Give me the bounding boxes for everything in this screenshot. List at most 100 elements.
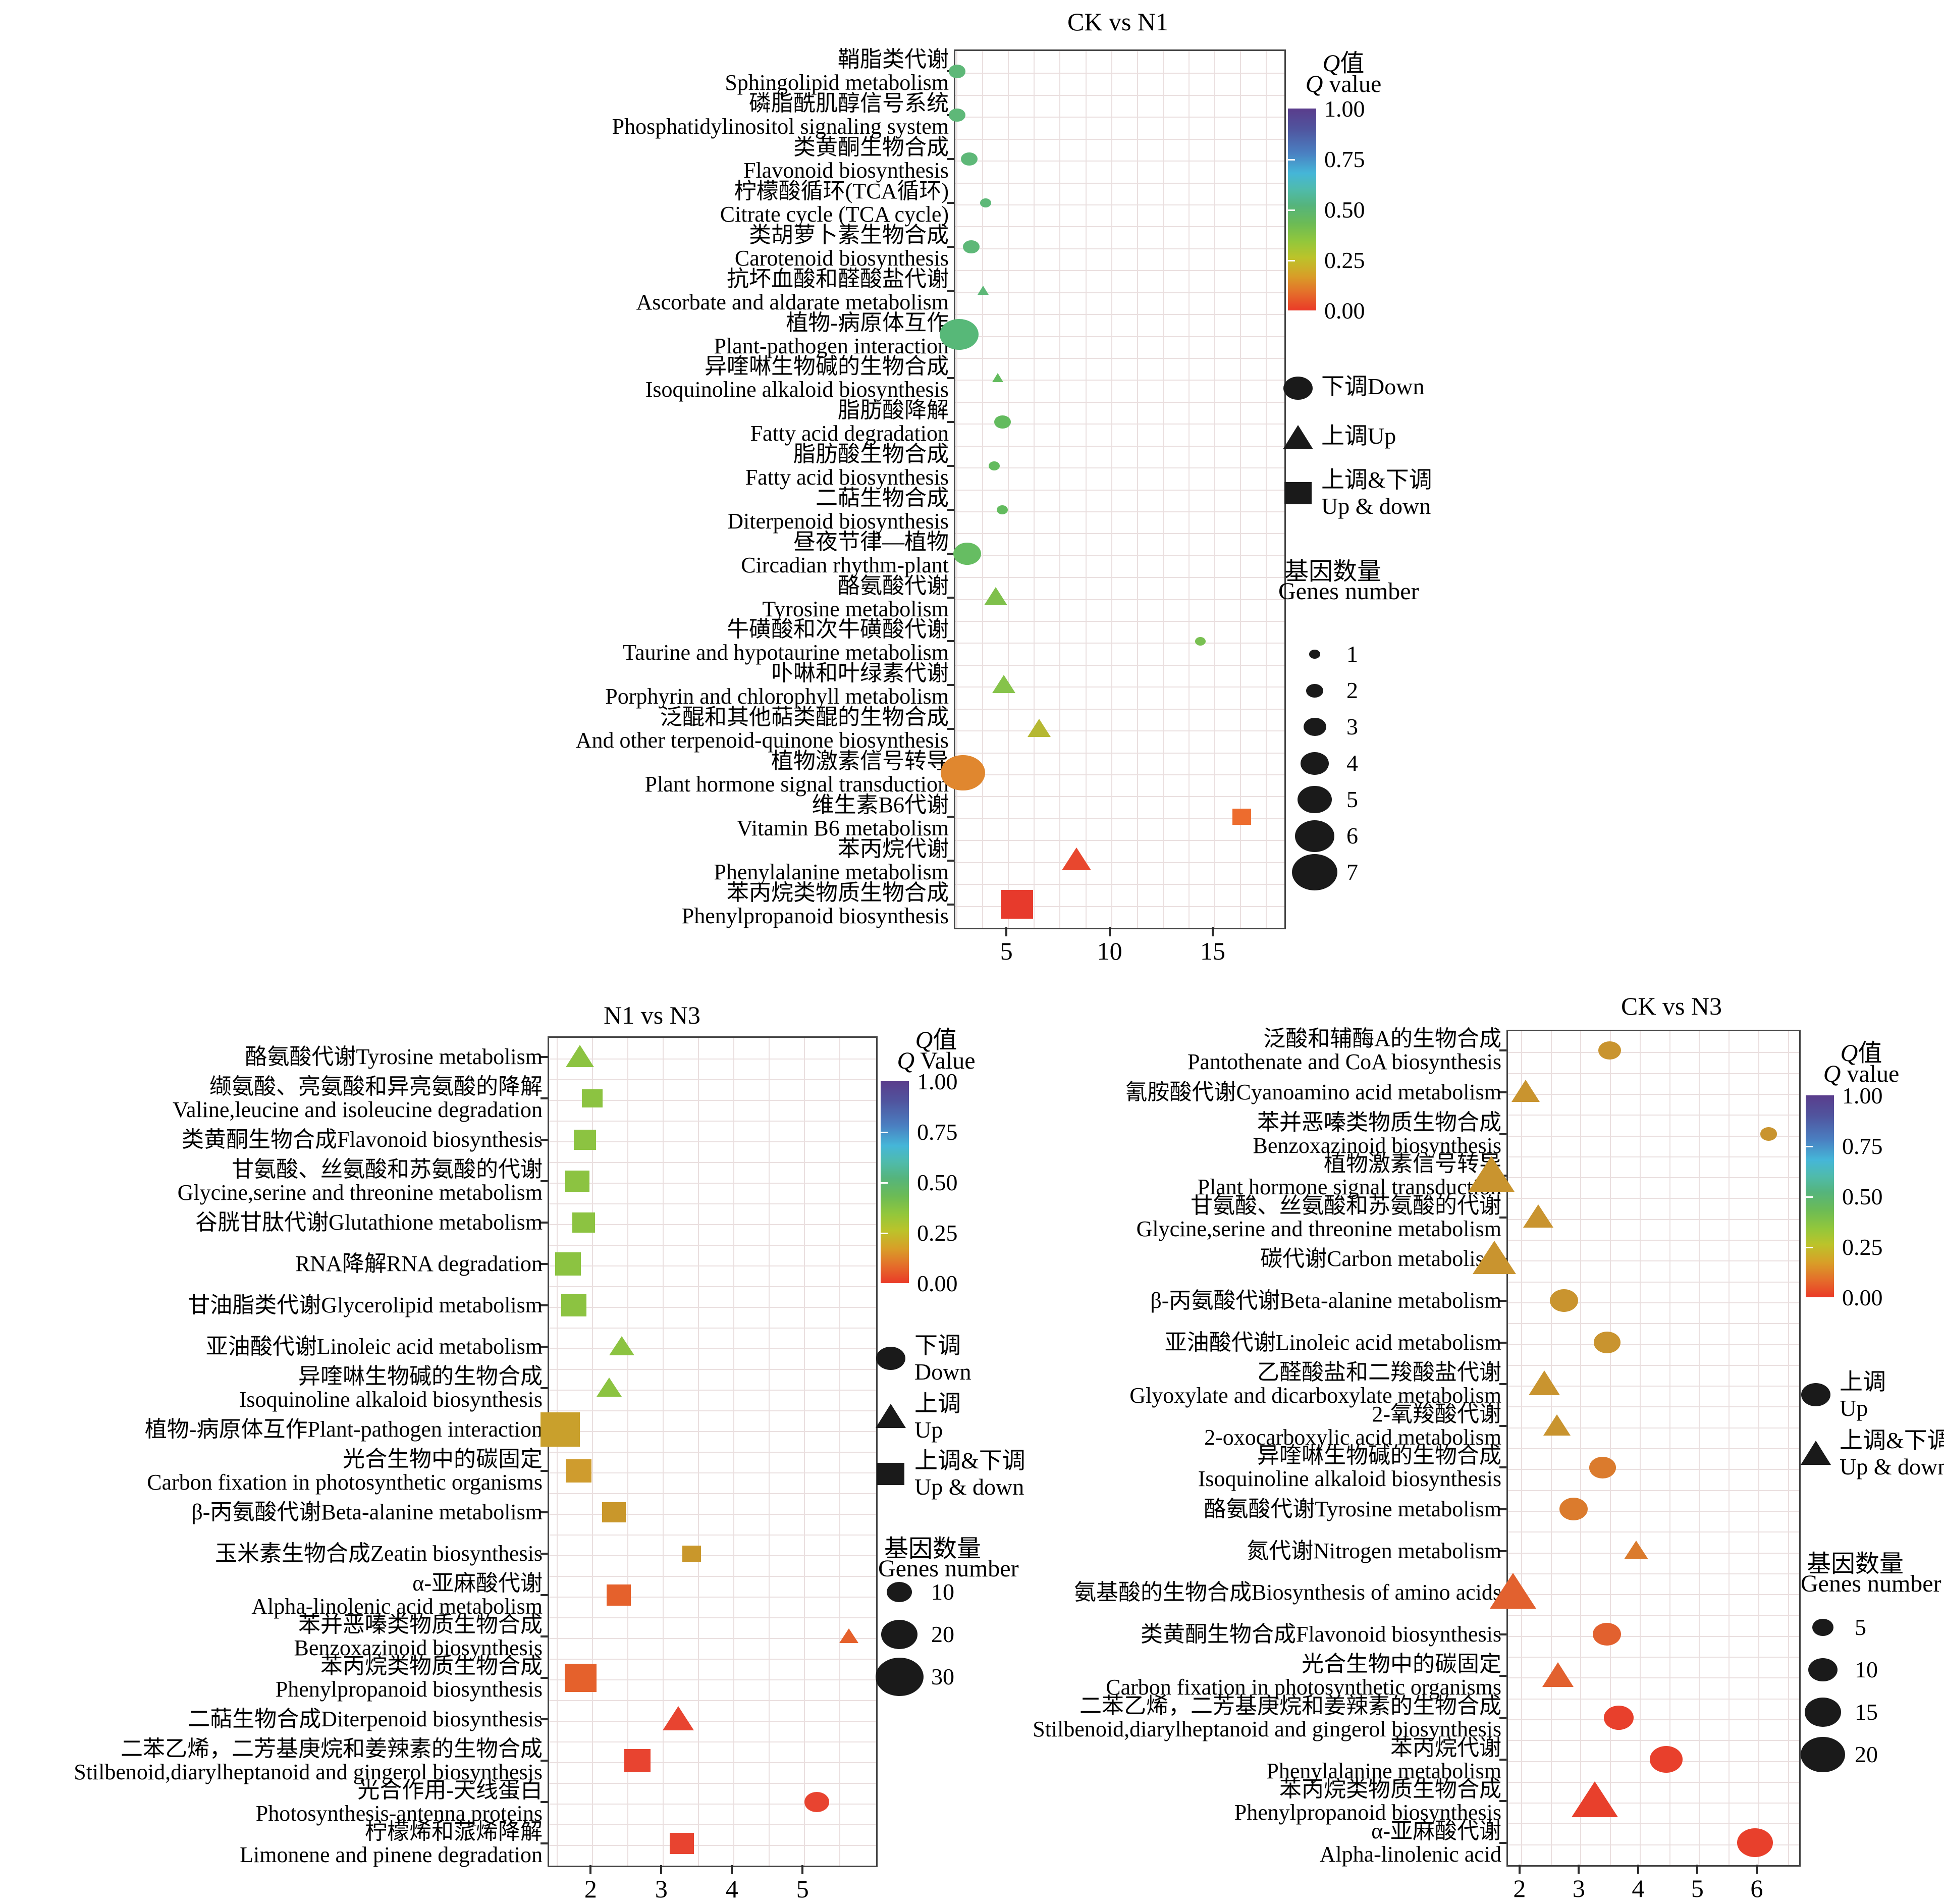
y-tick-mark — [541, 1594, 548, 1596]
legend-shape-label: 下调Down — [1321, 374, 1425, 399]
size-legend-label: 4 — [1346, 750, 1358, 776]
data-point-triangle — [609, 1336, 634, 1355]
gridline-horizontal — [955, 401, 1284, 403]
data-point-triangle — [1511, 1080, 1540, 1102]
x-tick-label: 3 — [655, 1875, 668, 1903]
y-tick-mark — [541, 1056, 548, 1058]
x-tick-label: 2 — [1513, 1874, 1526, 1902]
data-point-triangle — [596, 1377, 622, 1397]
data-point-triangle — [1624, 1541, 1649, 1560]
colorbar-tick-mark — [881, 1233, 888, 1234]
row-label: 玉米素生物合成Zeatin biosynthesis — [215, 1541, 543, 1566]
row-label: 亚油酸代谢Linoleic acid metabolism — [1164, 1330, 1501, 1355]
size-legend-label: 10 — [1855, 1657, 1878, 1682]
y-tick-mark — [541, 1387, 548, 1389]
row-label: 光合生物中的碳固定 Carbon fixation in photosynthet… — [147, 1447, 543, 1495]
row-label: 类黄酮生物合成Flavonoid biosynthesis — [1140, 1621, 1501, 1647]
y-tick-mark — [947, 859, 954, 862]
x-tick-label: 3 — [1572, 1874, 1585, 1902]
size-legend-label: 5 — [1346, 786, 1358, 812]
gridline-horizontal — [1508, 1803, 1799, 1804]
data-point-square — [565, 1170, 589, 1192]
gridline-horizontal — [1508, 1302, 1799, 1303]
gridline-horizontal — [955, 796, 1284, 798]
gridline-horizontal — [549, 1390, 876, 1391]
colorbar-tick-mark — [1288, 159, 1295, 161]
y-tick-mark — [541, 1346, 548, 1348]
colorbar-tick-label: 0.00 — [917, 1271, 958, 1296]
y-tick-mark — [541, 1635, 548, 1637]
data-point-triangle — [978, 285, 989, 295]
y-tick-mark — [947, 552, 954, 555]
gridline-horizontal — [955, 314, 1284, 315]
gridline-horizontal — [1508, 1677, 1799, 1679]
y-tick-mark — [541, 1718, 548, 1720]
gridline-horizontal — [955, 621, 1284, 622]
colorbar-title-en: Q value — [1823, 1061, 1900, 1087]
row-label: β-丙氨酸代谢Beta-alanine metabolism — [1150, 1288, 1501, 1313]
y-tick-mark — [541, 1511, 548, 1513]
colorbar-tick-label: 0.25 — [1324, 247, 1365, 273]
gridline-horizontal — [549, 1203, 876, 1204]
x-tick-label: 4 — [725, 1875, 738, 1903]
data-point-circle — [1594, 1332, 1621, 1353]
legend-down-circle-glyph — [1801, 1383, 1830, 1406]
gridline-horizontal — [955, 226, 1284, 228]
data-point-triangle — [1061, 848, 1091, 871]
y-tick-mark — [541, 1470, 548, 1472]
row-label: 亚油酸代谢Linoleic acid metabolism — [205, 1334, 543, 1359]
size-legend-circle-glyph — [1292, 854, 1337, 890]
gridline-horizontal — [955, 161, 1284, 162]
gridline-horizontal — [549, 1369, 876, 1370]
colorbar-tick-label: 1.00 — [1324, 96, 1365, 122]
x-tick-mark — [1108, 927, 1111, 936]
row-label: 苯丙烷类物质生物合成 Phenylpropanoid biosynthesis — [1234, 1777, 1501, 1825]
data-point-square — [572, 1212, 595, 1233]
gridline-horizontal — [549, 1535, 876, 1536]
size-legend-title-zh: 基因数量 — [884, 1536, 982, 1562]
gridline-horizontal — [955, 884, 1284, 885]
gridline-horizontal — [549, 1762, 876, 1763]
gridline-horizontal — [1508, 1427, 1799, 1429]
gridline-horizontal — [955, 599, 1284, 600]
gridline-horizontal — [1508, 1740, 1799, 1741]
data-point-circle — [953, 542, 981, 565]
y-tick-mark — [541, 1222, 548, 1224]
gridline-horizontal — [1508, 1344, 1799, 1345]
size-legend-label: 15 — [1855, 1699, 1878, 1725]
data-point-circle — [1598, 1041, 1621, 1060]
gridline-horizontal — [549, 1555, 876, 1556]
gridline-horizontal — [1508, 1844, 1799, 1845]
y-tick-mark — [1499, 1800, 1506, 1803]
size-legend-label: 3 — [1346, 714, 1358, 739]
data-point-circle — [1559, 1498, 1588, 1521]
size-legend-circle-glyph — [1306, 683, 1323, 698]
gridline-horizontal — [549, 1245, 876, 1246]
gridline-horizontal — [1508, 1281, 1799, 1283]
row-label: 植物-病原体互作Plant-pathogen interaction — [144, 1417, 543, 1442]
x-tick-label: 15 — [1200, 937, 1226, 965]
row-label: 异喹啉生物碱的生物合成 Isoquinoline alkaloid biosynt… — [645, 354, 949, 402]
gridline-horizontal — [1508, 1552, 1799, 1554]
data-point-triangle — [1571, 1781, 1618, 1817]
colorbar-title-en: Q Value — [897, 1047, 976, 1074]
gridline-horizontal — [549, 1121, 876, 1122]
size-legend-label: 30 — [931, 1664, 954, 1689]
y-tick-mark — [947, 728, 954, 730]
y-tick-mark — [1499, 1216, 1506, 1219]
gridline-horizontal — [549, 1514, 876, 1515]
gridline-horizontal — [955, 533, 1284, 535]
data-point-circle — [804, 1792, 829, 1812]
row-label: 光合生物中的碳固定 Carbon fixation in photosynthet… — [1106, 1652, 1501, 1700]
x-tick-mark — [660, 1865, 663, 1874]
x-tick-mark — [1637, 1865, 1639, 1874]
colorbar-tick-label: 0.25 — [917, 1220, 958, 1246]
row-label: 柠檬烯和蒎烯降解 Limonene and pinene degradation — [240, 1819, 543, 1867]
y-tick-mark — [541, 1553, 548, 1555]
y-tick-mark — [541, 1842, 548, 1844]
gridline-horizontal — [549, 1472, 876, 1473]
size-legend-label: 7 — [1346, 859, 1358, 885]
x-tick-mark — [1755, 1865, 1758, 1874]
y-tick-mark — [947, 815, 954, 818]
